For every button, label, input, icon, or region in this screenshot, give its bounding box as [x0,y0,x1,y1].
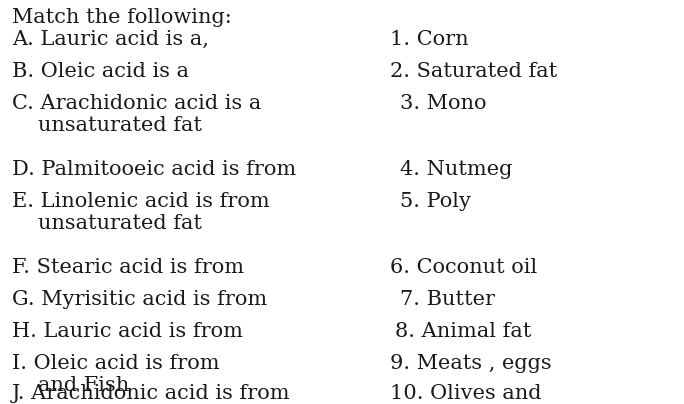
Text: 1. Corn: 1. Corn [390,30,469,49]
Text: F. Stearic acid is from: F. Stearic acid is from [12,258,244,277]
Text: B. Oleic acid is a: B. Oleic acid is a [12,62,189,81]
Text: C. Arachidonic acid is a: C. Arachidonic acid is a [12,94,261,113]
Text: unsaturated fat: unsaturated fat [38,214,202,233]
Text: 6. Coconut oil: 6. Coconut oil [390,258,537,277]
Text: G. Myrisitic acid is from: G. Myrisitic acid is from [12,290,267,309]
Text: H. Lauric acid is from: H. Lauric acid is from [12,322,243,341]
Text: 2. Saturated fat: 2. Saturated fat [390,62,557,81]
Text: A. Lauric acid is a,: A. Lauric acid is a, [12,30,209,49]
Text: D. Palmitooeic acid is from: D. Palmitooeic acid is from [12,160,296,179]
Text: Match the following:: Match the following: [12,8,232,27]
Text: 3. Mono: 3. Mono [400,94,486,113]
Text: unsaturated fat: unsaturated fat [38,116,202,135]
Text: I. Oleic acid is from: I. Oleic acid is from [12,354,220,373]
Text: 10. Olives and: 10. Olives and [390,384,542,403]
Text: E. Linolenic acid is from: E. Linolenic acid is from [12,192,269,211]
Text: 5. Poly: 5. Poly [400,192,471,211]
Text: J. Arachidonic acid is from: J. Arachidonic acid is from [12,384,291,403]
Text: 9. Meats , eggs: 9. Meats , eggs [390,354,551,373]
Text: 7. Butter: 7. Butter [400,290,495,309]
Text: 4. Nutmeg: 4. Nutmeg [400,160,512,179]
Text: 8. Animal fat: 8. Animal fat [395,322,531,341]
Text: and Fish: and Fish [38,376,129,395]
